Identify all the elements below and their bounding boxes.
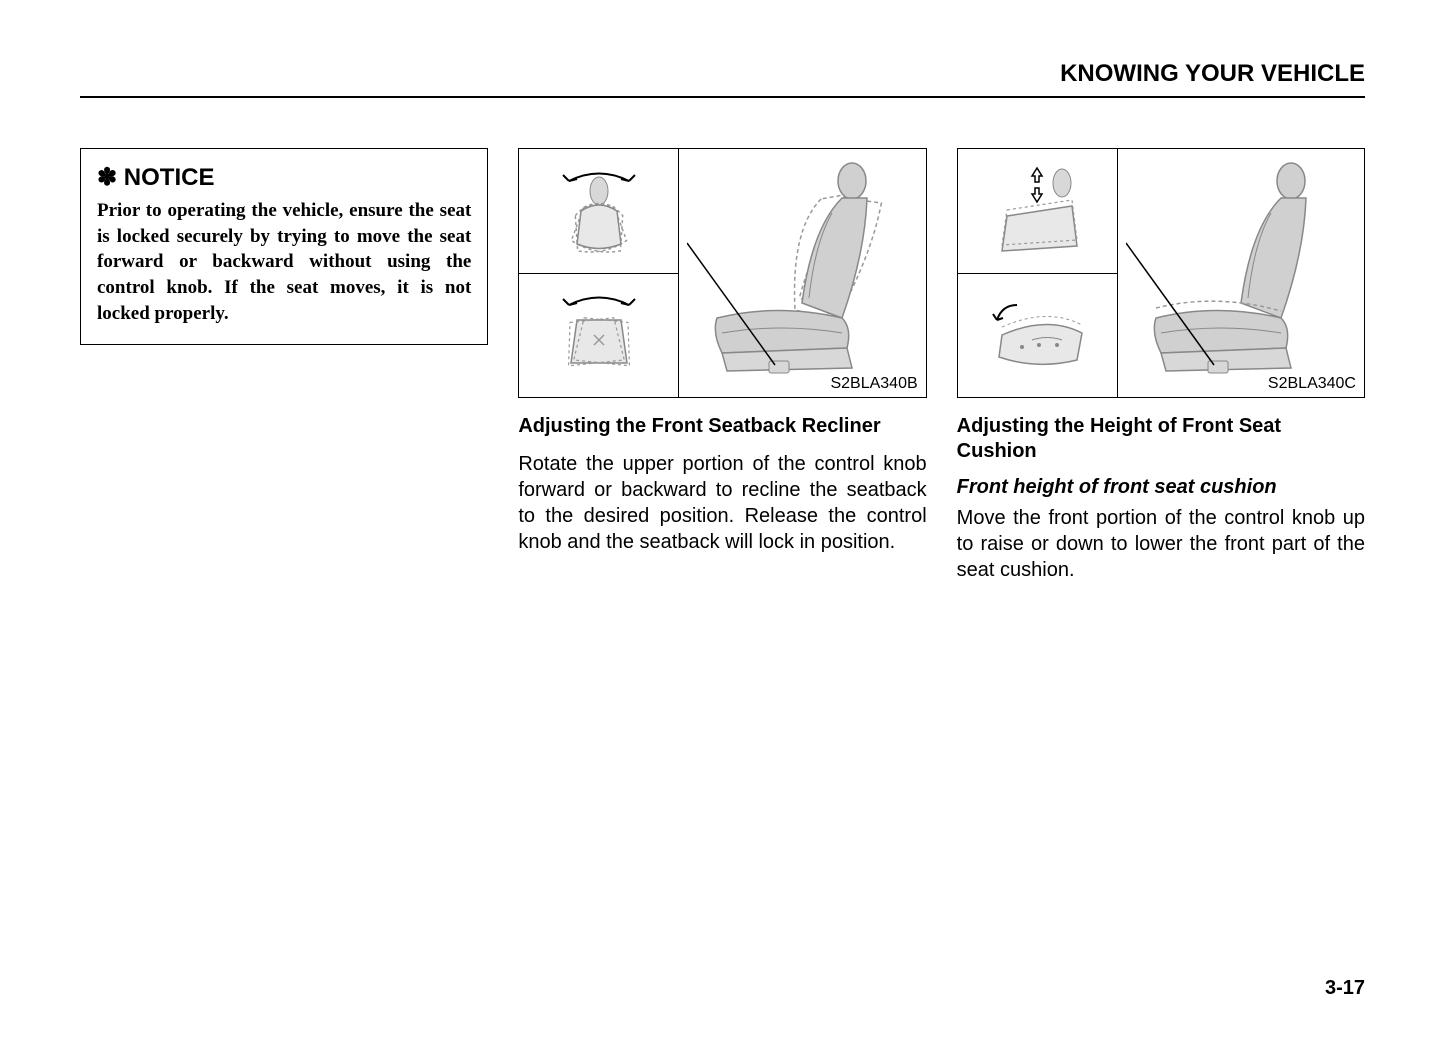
page-number: 3-17: [1325, 977, 1365, 1000]
column-figure-b: S2BLA340B Adjusting the Front Seatback R…: [518, 148, 926, 583]
knob-top-icon: [539, 161, 659, 261]
manual-page: KNOWING YOUR VEHICLE ✽ NOTICE Prior to o…: [0, 0, 1445, 1050]
figure-b-detail-panels: [519, 149, 679, 397]
height-bottom-icon: [977, 285, 1097, 385]
notice-box: ✽ NOTICE Prior to operating the vehicle,…: [80, 148, 488, 345]
figure-b-detail-bottom: [519, 274, 679, 398]
page-header: KNOWING YOUR VEHICLE: [80, 60, 1365, 98]
figure-b-code: S2BLA340B: [830, 375, 917, 393]
figure-c-seat: [1118, 149, 1364, 397]
notice-symbol: ✽: [97, 164, 117, 191]
notice-body: Prior to operating the vehicle, ensure t…: [97, 198, 471, 326]
figure-c-body: Move the front portion of the control kn…: [957, 505, 1365, 583]
notice-title: ✽ NOTICE: [97, 163, 471, 192]
figure-b-title: Adjusting the Front Seatback Recliner: [518, 414, 926, 439]
figure-b-body: Rotate the upper portion of the control …: [518, 451, 926, 555]
figure-c-title: Adjusting the Height of Front Seat Cushi…: [957, 414, 1365, 464]
figure-c: S2BLA340C: [957, 148, 1365, 398]
figure-c-code: S2BLA340C: [1268, 375, 1356, 393]
figure-b-seat: [679, 149, 925, 397]
figure-c-detail-bottom: [958, 274, 1118, 398]
figure-c-detail-top: [958, 149, 1118, 274]
figure-b-detail-top: [519, 149, 679, 274]
figure-c-detail-panels: [958, 149, 1118, 397]
seat-b-icon: [687, 153, 917, 393]
figure-b: S2BLA340B: [518, 148, 926, 398]
column-notice: ✽ NOTICE Prior to operating the vehicle,…: [80, 148, 488, 583]
column-figure-c: S2BLA340C Adjusting the Height of Front …: [957, 148, 1365, 583]
figure-c-subtitle: Front height of front seat cushion: [957, 476, 1365, 499]
seat-c-icon: [1126, 153, 1356, 393]
notice-title-text: NOTICE: [124, 164, 215, 191]
knob-bottom-icon: [539, 285, 659, 385]
content-columns: ✽ NOTICE Prior to operating the vehicle,…: [80, 148, 1365, 583]
height-top-icon: [977, 161, 1097, 261]
